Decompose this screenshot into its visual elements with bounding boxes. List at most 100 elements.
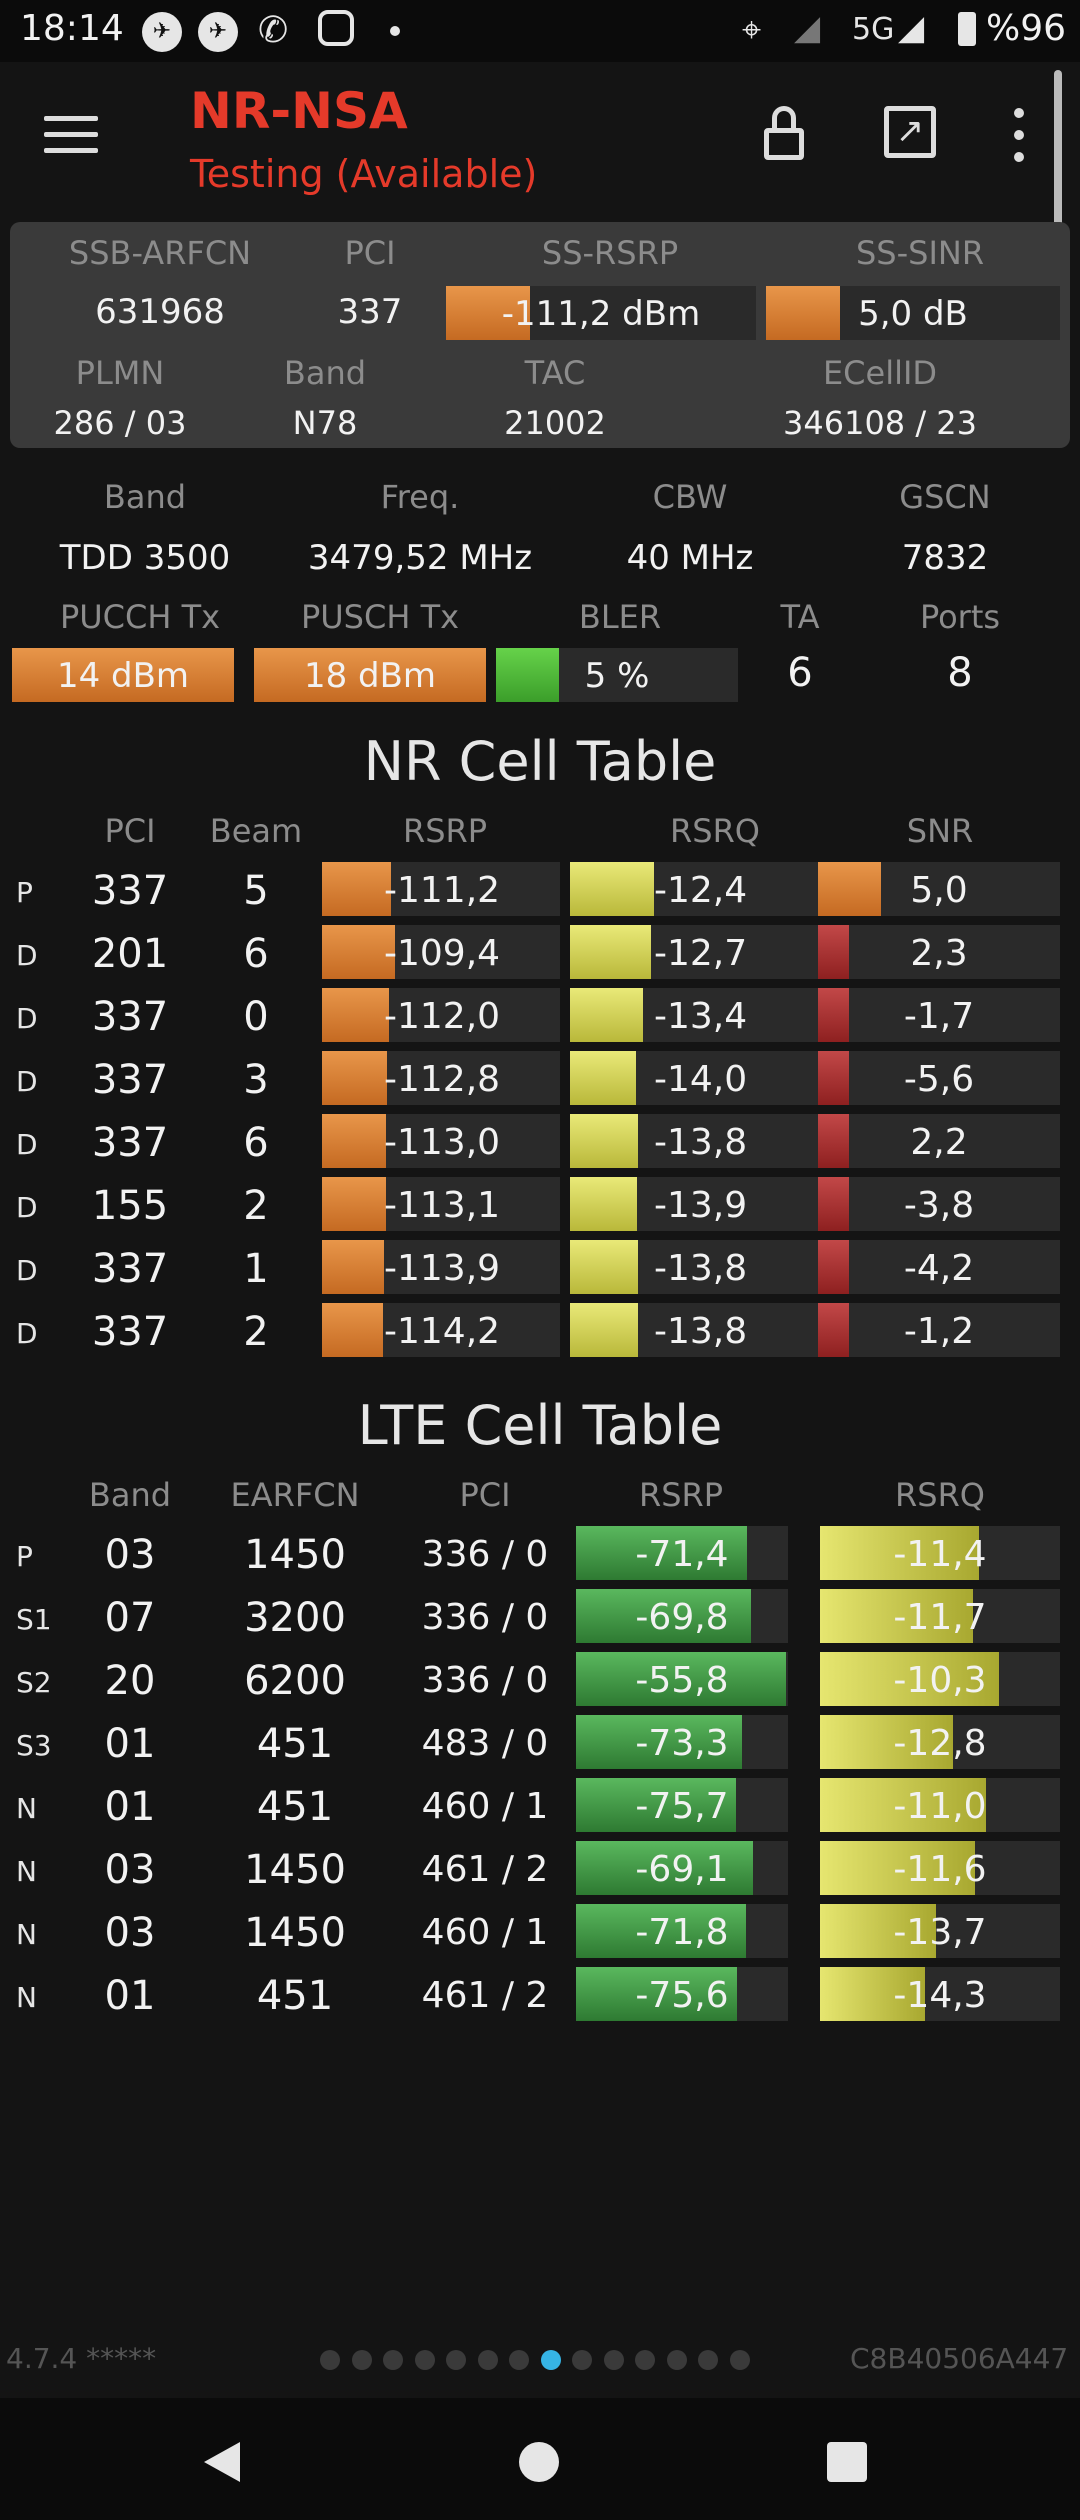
lte-row-pci: 460 / 1: [421, 1786, 549, 1827]
page-dot[interactable]: [635, 2350, 655, 2370]
nr-rsrp-bar-fill: [322, 1177, 387, 1231]
nr-row-snr: -5,6: [903, 1059, 975, 1100]
lte-row-rsrq: -11,6: [893, 1849, 987, 1890]
nr-row-rsrp: -109,4: [384, 933, 501, 974]
page-dot[interactable]: [666, 2350, 687, 2370]
nr-snr-bar: 2,3: [818, 925, 1060, 979]
recents-icon[interactable]: [827, 2442, 867, 2482]
lte-row-rsrp: -71,8: [635, 1912, 729, 1953]
lte-row-type: S3: [16, 1729, 52, 1762]
lte-row-rsrq: -11,7: [893, 1597, 987, 1638]
nr-row-pci: 155: [91, 1183, 169, 1229]
page-dot[interactable]: [383, 2350, 403, 2370]
open-external-icon[interactable]: ↗: [884, 106, 936, 158]
home-icon[interactable]: [519, 2442, 559, 2482]
lte-row-pci: 460 / 1: [421, 1912, 549, 1953]
nr-rsrp-bar-fill: [322, 988, 389, 1042]
page-dot[interactable]: [477, 2350, 498, 2370]
nr-snr-bar: 2,2: [818, 1114, 1060, 1168]
lte-row-type: S2: [16, 1666, 52, 1699]
lte-rsrp-bar: -69,8: [576, 1589, 788, 1643]
back-icon[interactable]: [204, 2442, 240, 2482]
lte-rsrp-bar: -71,8: [576, 1904, 788, 1958]
lte-row-earfcn: 3200: [244, 1595, 346, 1641]
nr-cell-table-title: NR Cell Table: [363, 730, 717, 793]
nr-rsrp-bar: -113,1: [322, 1177, 560, 1231]
nr-row-pci: 337: [91, 868, 169, 914]
nr-row-rsrp: -113,0: [384, 1122, 501, 1163]
nr-row-pci: 337: [91, 994, 169, 1040]
page-dot[interactable]: [729, 2350, 750, 2370]
nr-header-pci: PCI: [104, 812, 156, 850]
overflow-menu-icon[interactable]: [1012, 106, 1026, 162]
label-pusch: PUSCH Tx: [300, 598, 460, 636]
page-dot[interactable]: [698, 2350, 718, 2370]
nr-rsrq-bar-fill: [570, 862, 654, 916]
nr-row-rsrp: -112,8: [384, 1059, 501, 1100]
nr-row-rsrp: -111,2: [384, 870, 501, 911]
label-ecellid: ECellID: [822, 354, 938, 392]
ss-rsrp-bar-fill: [446, 286, 530, 340]
lte-row-earfcn: 1450: [244, 1910, 346, 1956]
lte-row-pci: 336 / 0: [421, 1597, 549, 1638]
nr-row-rsrq: -12,4: [654, 870, 748, 911]
lte-header-rsrp: RSRP: [638, 1476, 724, 1514]
lte-header-earfcn: EARFCN: [230, 1476, 360, 1514]
lte-rsrq-bar: -10,3: [820, 1652, 1060, 1706]
navigation-bar: [0, 2398, 1080, 2520]
page-dot[interactable]: [351, 2350, 372, 2370]
value-tac: 21002: [504, 404, 606, 442]
lte-rsrp-bar-fill: [576, 1904, 747, 1958]
signal-icon: ◢: [898, 8, 925, 48]
scrollbar[interactable]: [1054, 70, 1062, 320]
nr-row-snr: -1,2: [903, 1311, 975, 1352]
page-dot[interactable]: [540, 2350, 561, 2370]
page-dot[interactable]: [414, 2350, 435, 2370]
nr-rsrq-bar-fill: [570, 1177, 638, 1231]
value-pusch: 18 dBm: [303, 656, 437, 696]
label-ports: Ports: [919, 598, 1001, 636]
lte-rsrq-bar: -11,6: [820, 1841, 1060, 1895]
nr-rsrq-bar: -13,4: [570, 988, 820, 1042]
lte-rsrq-bar-fill: [820, 1778, 987, 1832]
page-dot[interactable]: [509, 2350, 529, 2370]
value-gscn: 7832: [901, 538, 989, 578]
menu-icon[interactable]: [44, 112, 98, 156]
page-subtitle: Testing (Available): [190, 152, 538, 196]
value-ss-rsrp: -111,2 dBm: [501, 294, 701, 334]
nr-rsrq-bar: -14,0: [570, 1051, 820, 1105]
lte-rsrq-bar-fill: [820, 1967, 926, 2021]
lte-header-rsrq: RSRQ: [895, 1476, 985, 1514]
lte-rsrq-bar: -11,4: [820, 1526, 1060, 1580]
lte-row-rsrp: -69,8: [635, 1597, 729, 1638]
lte-rsrp-bar: -55,8: [576, 1652, 788, 1706]
page-dot[interactable]: [320, 2350, 340, 2370]
lte-row-pci: 461 / 2: [421, 1975, 549, 2016]
lte-row-rsrp: -73,3: [635, 1723, 729, 1764]
nr-snr-bar-fill: [818, 1114, 850, 1168]
lte-rsrq-bar: -11,7: [820, 1589, 1060, 1643]
lte-rsrp-bar: -75,7: [576, 1778, 788, 1832]
page-dot[interactable]: [572, 2350, 592, 2370]
serving-cell-box: SSB-ARFCN PCI SS-RSRP SS-SINR 631968 337…: [10, 222, 1070, 448]
lte-row-earfcn: 451: [256, 1721, 334, 1767]
lte-row-type: N: [16, 1855, 37, 1888]
nr-snr-bar-fill: [818, 988, 850, 1042]
nr-snr-bar-fill: [818, 862, 881, 916]
lte-row-earfcn: 1450: [244, 1532, 346, 1578]
nr-row-rsrq: -13,9: [654, 1185, 748, 1226]
lte-rsrp-bar-fill: [576, 1967, 737, 2021]
lte-row-band: 01: [104, 1784, 156, 1830]
nr-snr-bar-fill: [818, 1303, 850, 1357]
nr-header-rsrp: RSRP: [402, 812, 488, 850]
nr-rsrq-bar: -12,4: [570, 862, 820, 916]
lte-rsrp-bar: -75,6: [576, 1967, 788, 2021]
label-ssb-arfcn: SSB-ARFCN: [68, 234, 252, 272]
page-dot[interactable]: [603, 2350, 624, 2370]
page-dot[interactable]: [446, 2350, 466, 2370]
nr-row-type: P: [16, 876, 33, 909]
nr-rsrq-bar: -13,9: [570, 1177, 820, 1231]
nr-snr-bar: -1,2: [818, 1303, 1060, 1357]
lock-icon[interactable]: [764, 106, 804, 162]
label-plmn: PLMN: [75, 354, 165, 392]
